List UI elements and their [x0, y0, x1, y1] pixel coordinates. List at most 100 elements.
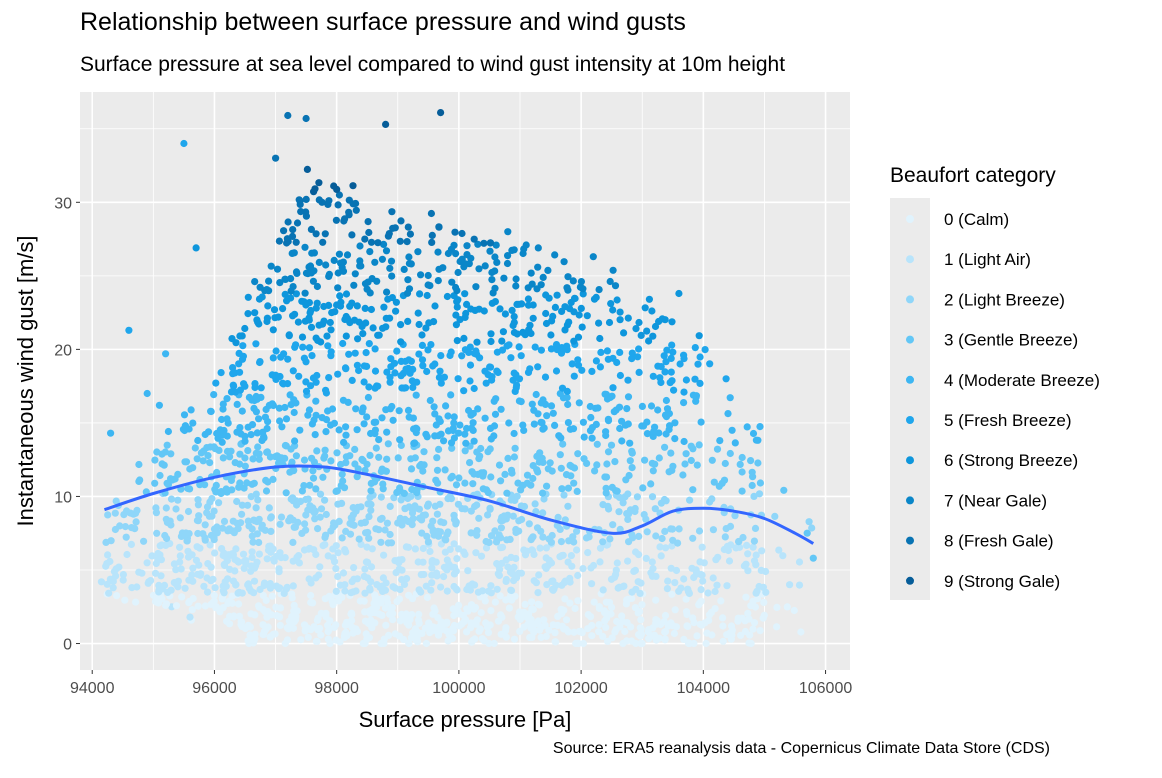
data-point: [378, 514, 386, 522]
data-point: [164, 427, 172, 436]
data-point: [283, 583, 291, 591]
data-point: [599, 586, 607, 594]
data-point: [261, 413, 269, 421]
data-point: [230, 612, 238, 620]
data-point: [187, 406, 195, 414]
data-point: [443, 587, 451, 595]
data-point: [212, 481, 220, 489]
data-point: [282, 489, 290, 497]
data-point: [367, 506, 375, 514]
data-point: [334, 284, 342, 292]
data-point: [348, 376, 356, 384]
data-point: [210, 507, 218, 515]
data-point: [161, 531, 169, 540]
data-point: [745, 615, 753, 623]
data-point: [411, 545, 419, 553]
data-point: [291, 437, 299, 445]
data-point: [312, 637, 320, 646]
data-point: [263, 424, 271, 433]
data-point: [342, 527, 350, 536]
data-point: [563, 394, 571, 402]
x-axis: 94000 96000 98000 100000 102000 104000 106000: [70, 670, 852, 697]
data-point: [748, 481, 756, 490]
data-point: [201, 521, 209, 529]
data-point: [380, 551, 388, 559]
data-point: [334, 201, 342, 209]
data-point: [256, 358, 264, 366]
data-point: [624, 376, 632, 384]
data-point: [480, 239, 488, 247]
data-point: [578, 323, 586, 331]
data-point: [625, 471, 633, 480]
data-point: [613, 296, 621, 304]
data-point: [210, 591, 218, 600]
data-point: [618, 417, 626, 425]
data-point: [579, 565, 587, 573]
data-point: [193, 543, 201, 551]
data-point: [586, 402, 594, 411]
data-point: [758, 547, 766, 555]
data-point: [237, 618, 245, 626]
data-point: [332, 565, 340, 573]
data-point: [314, 525, 322, 533]
data-point: [642, 554, 650, 563]
data-point: [255, 455, 263, 463]
data-point: [339, 339, 347, 348]
data-point: [648, 493, 657, 501]
data-point: [195, 512, 203, 520]
data-point: [476, 625, 484, 633]
data-point: [528, 280, 536, 288]
data-point: [638, 601, 646, 609]
data-point: [722, 375, 730, 383]
legend-label: 7 (Near Gale): [944, 491, 1047, 510]
data-point: [475, 305, 483, 313]
data-point: [790, 606, 798, 615]
data-point: [493, 367, 501, 375]
data-point: [356, 262, 364, 270]
data-point: [795, 581, 804, 589]
data-point: [726, 449, 734, 458]
data-point: [304, 633, 312, 642]
data-point: [720, 476, 729, 484]
data-point: [440, 573, 448, 581]
data-point: [507, 553, 515, 562]
data-point: [281, 441, 289, 450]
data-point: [418, 529, 426, 537]
data-point: [595, 621, 603, 629]
data-point: [362, 558, 370, 566]
data-point: [510, 429, 518, 438]
data-point: [808, 524, 816, 532]
data-point: [583, 312, 591, 320]
data-point: [461, 479, 469, 487]
data-point: [249, 538, 257, 546]
data-point: [755, 490, 764, 498]
data-point: [356, 242, 364, 250]
data-point: [490, 639, 498, 648]
data-point: [181, 458, 189, 466]
data-point: [670, 386, 678, 394]
data-point: [693, 632, 701, 640]
data-point: [364, 528, 372, 537]
data-point: [593, 461, 601, 469]
legend-key: [906, 335, 914, 344]
data-point: [238, 501, 246, 509]
data-point: [518, 300, 526, 308]
data-point: [244, 293, 252, 301]
data-point: [194, 602, 202, 610]
data-point: [454, 268, 462, 277]
data-point: [512, 525, 520, 534]
data-point: [104, 551, 112, 559]
data-point: [189, 419, 197, 427]
data-point: [332, 216, 340, 224]
data-point: [450, 621, 458, 630]
data-point: [411, 439, 419, 447]
data-point: [331, 308, 339, 316]
data-point: [389, 616, 397, 624]
data-point: [453, 303, 461, 311]
data-point: [482, 537, 490, 546]
data-point: [405, 285, 414, 293]
data-point: [493, 560, 501, 568]
data-point: [388, 402, 396, 411]
data-point: [486, 504, 494, 512]
data-point: [430, 318, 438, 326]
